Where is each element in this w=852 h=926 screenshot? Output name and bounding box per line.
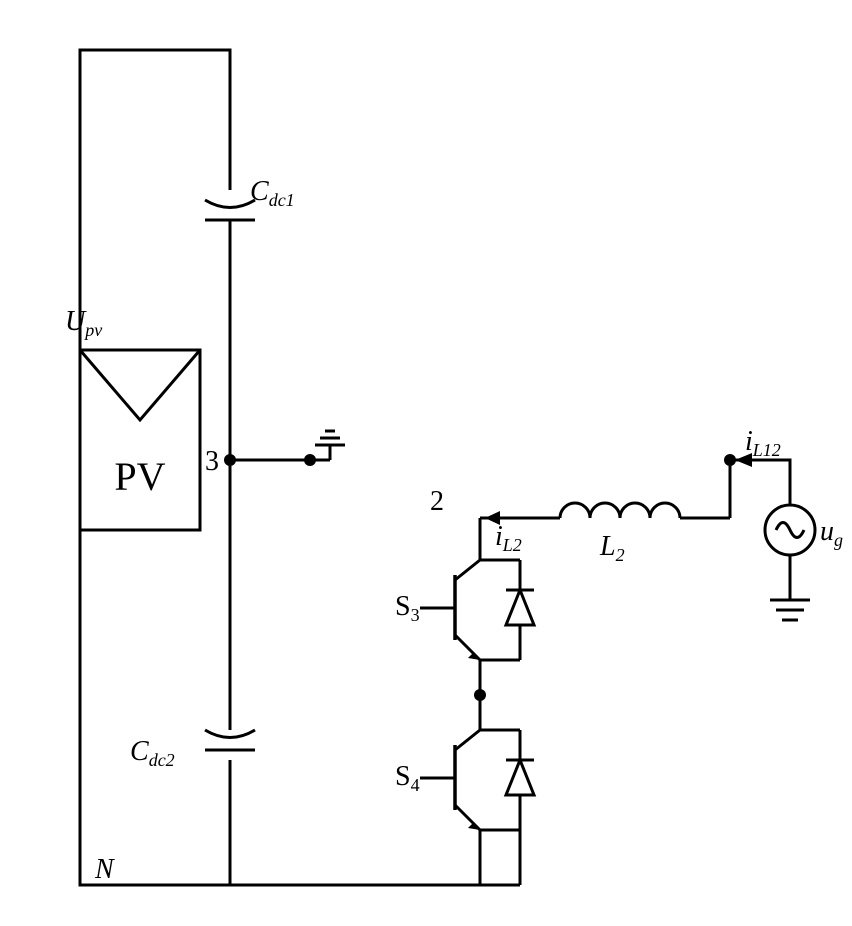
cdc1-label: Cdc1 <box>250 176 295 210</box>
s4-label: S4 <box>395 761 420 795</box>
inductor-l2 <box>560 503 680 518</box>
ac-source <box>765 505 815 555</box>
ground-grid <box>770 600 810 620</box>
ground-mid <box>315 431 345 460</box>
ground-node-dot <box>304 454 316 466</box>
iL12-label: iL12 <box>745 426 781 460</box>
capacitor-cdc2 <box>205 730 255 750</box>
circuit-diagram: PV Upv Cdc1 Cdc2 3 N <box>0 0 852 926</box>
upv-label: Upv <box>65 306 102 340</box>
ug-label: ug <box>820 516 843 550</box>
node3-label: 3 <box>205 446 219 477</box>
to-grid-top <box>730 460 790 518</box>
pv-label: PV <box>114 454 165 499</box>
node2-label: 2 <box>430 486 444 517</box>
s3-label: S3 <box>395 591 420 625</box>
n-label: N <box>94 854 115 885</box>
capacitor-cdc1 <box>205 200 255 220</box>
iL2-label: iL2 <box>495 521 522 555</box>
cdc2-label: Cdc2 <box>130 736 175 770</box>
igbt-s4 <box>420 695 534 885</box>
pv-panel: PV <box>80 350 200 530</box>
l2-label: L2 <box>599 531 625 565</box>
grid-top-node <box>724 454 736 466</box>
